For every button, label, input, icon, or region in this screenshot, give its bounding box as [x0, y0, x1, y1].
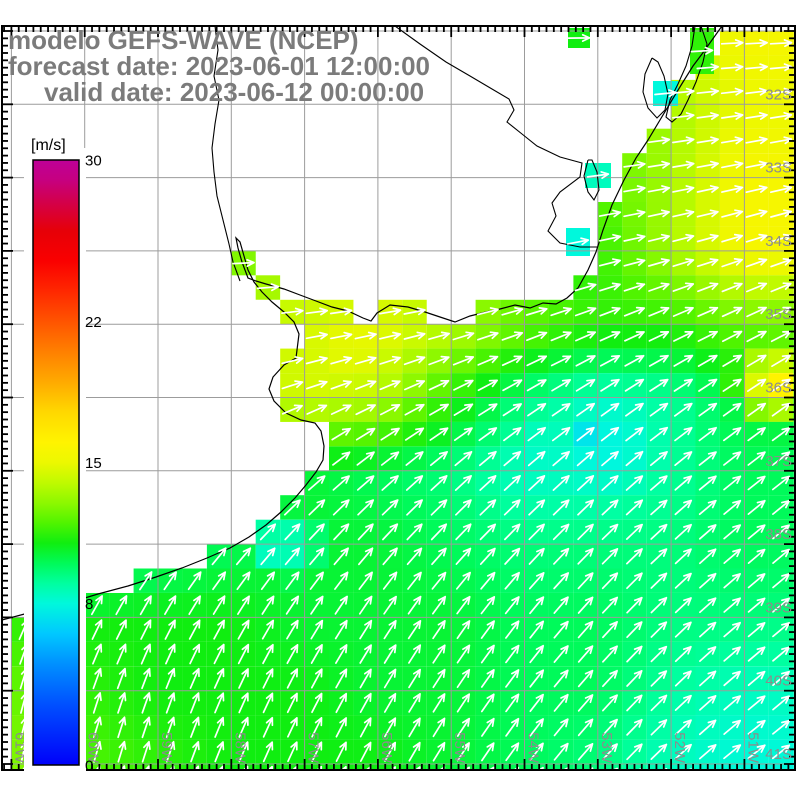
- colorbar-tick-label: 8: [85, 596, 93, 613]
- lat-label: 40S: [765, 673, 792, 690]
- lon-label: 60W: [85, 732, 102, 764]
- lagoon-outline: [642, 57, 669, 119]
- lat-label: 32S: [765, 86, 792, 103]
- colorbar-tick-label: 0: [85, 758, 93, 775]
- lat-label: 33S: [765, 160, 792, 177]
- coastline-layer: [2, 26, 723, 621]
- lat-label: 36S: [765, 380, 792, 397]
- lat-label: 39S: [765, 599, 792, 616]
- country-border-line: [394, 26, 597, 248]
- lon-label: 54W: [525, 732, 542, 764]
- colorbar-tick-labels: 30 22 15 8 0: [85, 153, 102, 775]
- coastline-path: [2, 26, 723, 621]
- lon-label: 52W: [671, 732, 688, 764]
- lat-label: 37S: [765, 453, 792, 470]
- model-title: modelo GEFS-WAVE (NCEP): [8, 25, 359, 55]
- lat-label: 38S: [765, 526, 792, 543]
- colorbar-gradient: [32, 159, 80, 766]
- lagoon-outline: [665, 26, 708, 123]
- lon-label: 55W: [451, 732, 468, 764]
- lon-label: 57W: [305, 732, 322, 764]
- lon-label: 56W: [378, 732, 395, 764]
- forecast-date: forecast date: 2023-06-01 12:00:00: [8, 51, 430, 81]
- colorbar: [m/s] 30 22 15 8 0: [24, 137, 102, 775]
- lagoon-outline: [583, 159, 600, 202]
- colorbar-tick-label: 22: [85, 314, 102, 331]
- valid-date: valid date: 2023-06-12 00:00:00: [44, 77, 424, 107]
- lon-label: 58W: [231, 732, 248, 764]
- colorbar-tick-label: 30: [85, 153, 102, 170]
- ocean-cells-layer: [11, 28, 795, 770]
- river-line: [211, 26, 241, 282]
- grid-lines-layer: [2, 26, 795, 770]
- wind-arrows-layer: [18, 33, 795, 770]
- lat-label: 41S: [765, 746, 792, 763]
- lat-label: 34S: [765, 233, 792, 250]
- lat-label: 35S: [765, 306, 792, 323]
- colorbar-unit-label: [m/s]: [31, 137, 66, 154]
- lon-label: 53W: [598, 732, 615, 764]
- colorbar-tick-label: 15: [85, 455, 102, 472]
- title-block: modelo GEFS-WAVE (NCEP) forecast date: 2…: [8, 25, 430, 107]
- lon-label: 59W: [158, 732, 175, 764]
- lon-label: 51W: [744, 732, 761, 764]
